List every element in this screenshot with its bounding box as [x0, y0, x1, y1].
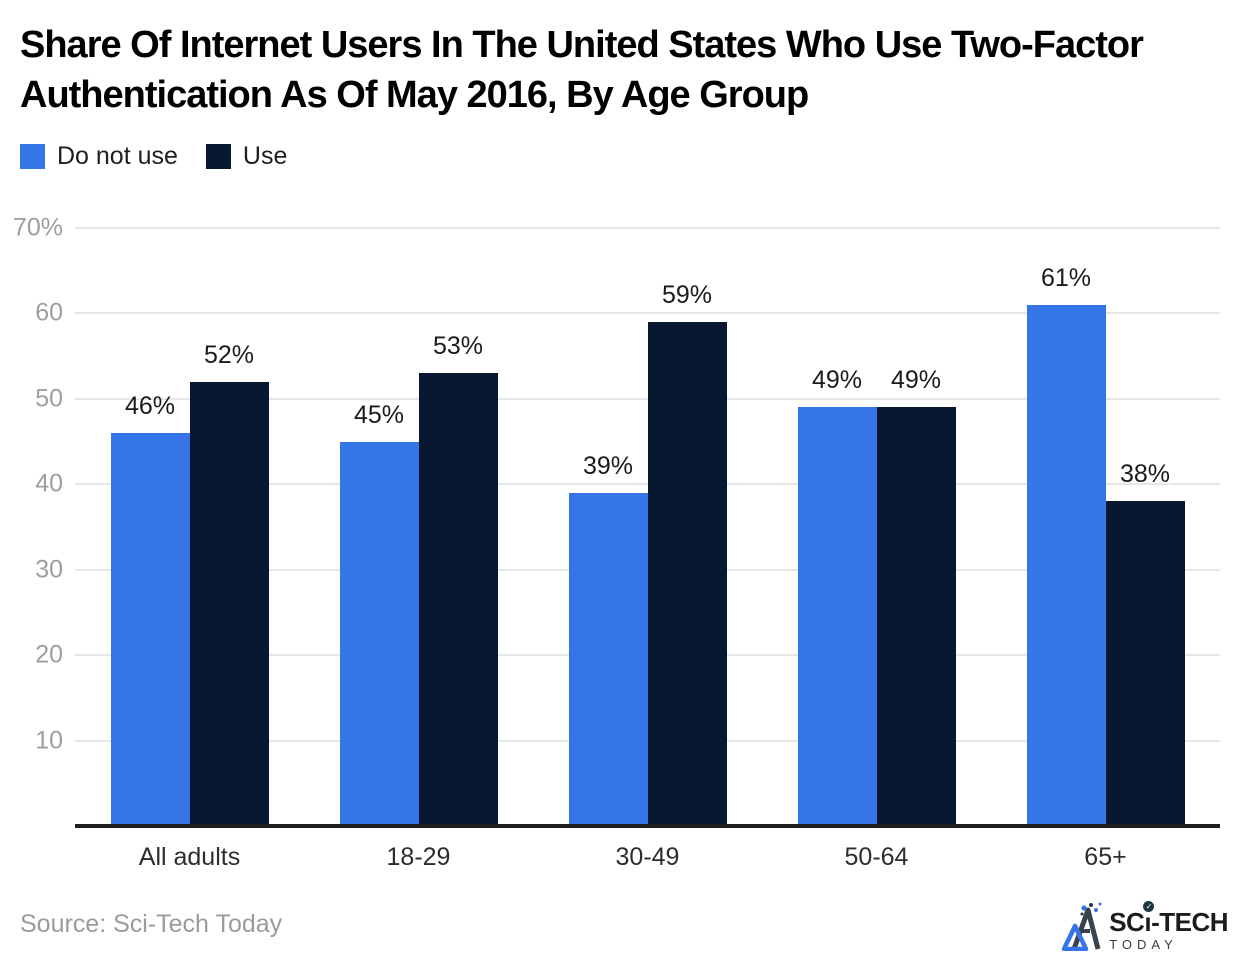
y-axis-label-30: 30: [35, 555, 63, 584]
bar-do-not-use-50-64: [797, 407, 877, 826]
gridline-70: [75, 227, 1220, 229]
bar-use-18-29: [418, 373, 498, 826]
value-label-do-not-use-65+: 61%: [1040, 263, 1092, 292]
y-axis-label-70: 70%: [12, 213, 63, 242]
y-axis-label-20: 20: [35, 640, 63, 669]
y-axis-label-50: 50: [35, 384, 63, 413]
legend-label-do-not-use: Do not use: [57, 142, 178, 170]
legend: Do not use Use: [20, 142, 287, 171]
y-axis-label-40: 40: [35, 469, 63, 498]
value-label-do-not-use-50-64: 49%: [811, 366, 863, 395]
value-label-use-30-49: 59%: [661, 280, 713, 309]
bar-do-not-use-18-29: [339, 441, 419, 826]
logo-title-part2: ı: [1144, 907, 1152, 937]
x-axis-line: [75, 824, 1220, 828]
y-axis-label-10: 10: [35, 726, 63, 755]
logo-title-part3: -TECH: [1151, 907, 1228, 937]
value-label-do-not-use-30-49: 39%: [582, 451, 634, 480]
bar-do-not-use-all-adults: [110, 433, 190, 826]
logo-letter-i: ı ✓: [1143, 901, 1155, 937]
source-text: Source: Sci-Tech Today: [20, 910, 283, 938]
legend-item-do-not-use: Do not use: [20, 142, 178, 171]
logo-title: SCı ✓ -TECH: [1109, 901, 1228, 937]
logo-subtitle: TODAY: [1109, 937, 1178, 952]
x-axis-label-50-64: 50-64: [844, 843, 909, 871]
logo-text: SCı ✓ -TECH TODAY: [1109, 901, 1228, 952]
sci-tech-today-logo: SCı ✓ -TECH TODAY: [1060, 901, 1228, 951]
plot-area: 10 20 30 40 50 60 70% 46% 52% All adults 45% 53% 18-…: [13, 215, 1220, 871]
y-axis-label-60: 60: [35, 298, 63, 327]
chart-title: Share Of Internet Users In The United St…: [20, 24, 1144, 116]
legend-label-use: Use: [242, 142, 288, 170]
check-icon: ✓: [1143, 901, 1155, 912]
x-axis-label-all-adults: All adults: [138, 843, 241, 871]
legend-swatch-do-not-use: [20, 144, 45, 169]
bar-do-not-use-65+: [1026, 304, 1106, 826]
value-label-use-50-64: 49%: [890, 366, 942, 395]
legend-item-use: Use: [205, 142, 288, 171]
bar-use-50-64: [876, 407, 956, 826]
value-label-use-18-29: 53%: [432, 332, 484, 361]
bar-use-65+: [1105, 501, 1185, 826]
value-label-use-65+: 38%: [1119, 460, 1171, 489]
x-axis-label-65+: 65+: [1084, 843, 1127, 871]
logo-title-part1: SC: [1109, 907, 1145, 937]
x-axis-label-18-29: 18-29: [386, 843, 451, 871]
value-label-do-not-use-all-adults: 46%: [124, 392, 176, 421]
legend-swatch-use: [205, 144, 231, 169]
value-label-do-not-use-18-29: 45%: [353, 400, 405, 429]
bar-use-all-adults: [189, 381, 269, 826]
bar-use-30-49: [647, 321, 727, 826]
sci-tech-today-logo-icon: [1061, 902, 1102, 951]
value-label-use-all-adults: 52%: [203, 340, 255, 369]
gridline-60: [75, 312, 1220, 315]
x-axis-label-30-49: 30-49: [615, 843, 680, 871]
bar-do-not-use-30-49: [568, 492, 648, 826]
